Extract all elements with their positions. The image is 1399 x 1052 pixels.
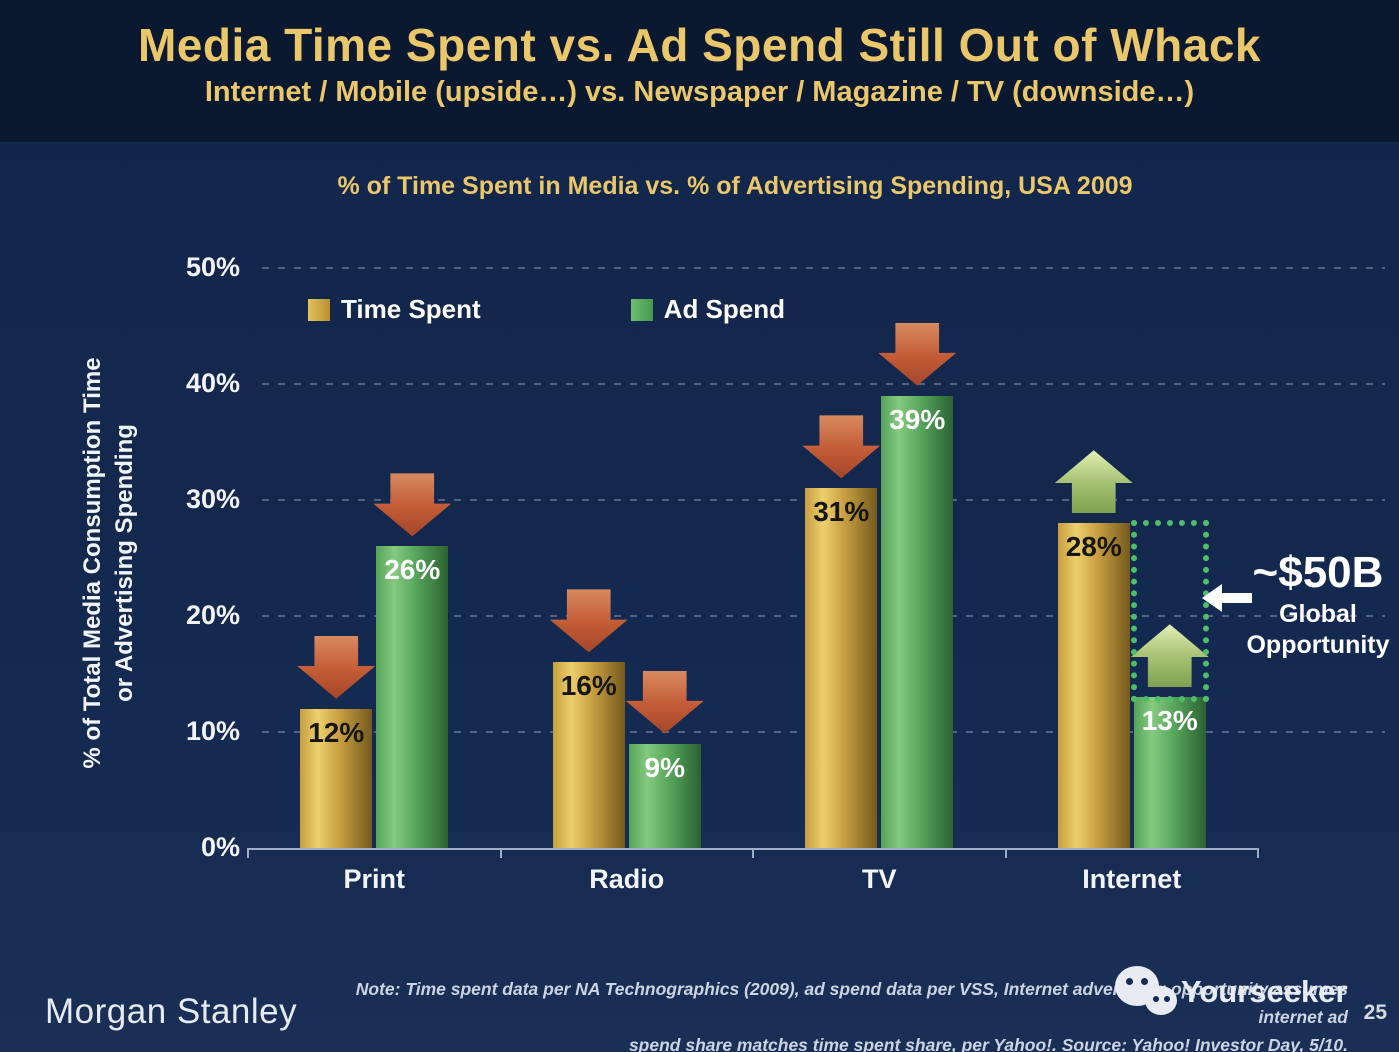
y-tick-label: 10% <box>185 716 240 746</box>
y-tick-label: 0% <box>200 832 240 862</box>
down-arrow-icon <box>625 670 704 734</box>
bar-value-label: 28% <box>1065 531 1122 563</box>
chart-legend: Time Spent Ad Spend <box>308 294 785 325</box>
opportunity-annotation: ~$50B Global Opportunity <box>1238 548 1398 660</box>
legend-item-time-spent: Time Spent <box>308 294 481 325</box>
bar-value-label: 26% <box>384 554 441 586</box>
x-axis-tick <box>1004 848 1007 858</box>
bar-value-label: 16% <box>560 670 617 702</box>
down-arrow-icon <box>373 473 452 537</box>
morgan-stanley-logo: Morgan Stanley <box>45 992 298 1031</box>
x-axis-tick <box>499 848 502 858</box>
bar-internet-ad-spend <box>1133 697 1206 848</box>
source-note-line1: Note: Time spent data per NA Technograph… <box>355 979 1348 1027</box>
wechat-icon-small-bubble <box>1145 986 1177 1015</box>
gridline-50% <box>262 267 1385 269</box>
bar-radio-time-spent <box>552 662 625 848</box>
bar-radio-ad-spend <box>628 743 701 848</box>
source-note: Note: Time spent data per NA Technograph… <box>300 975 1348 1052</box>
slide-header: Media Time Spent vs. Ad Spend Still Out … <box>0 0 1399 142</box>
down-arrow-icon <box>802 415 881 479</box>
bar-value-label: 9% <box>644 751 685 783</box>
legend-swatch-ad-spend <box>630 298 653 321</box>
bar-value-label: 12% <box>308 716 365 748</box>
x-axis-tick <box>1257 848 1259 858</box>
source-note-line2: spend share matches time spent share, pe… <box>628 1035 1348 1052</box>
x-axis-tick <box>247 848 249 858</box>
category-label-print: Print <box>343 864 405 894</box>
x-axis-tick <box>752 848 754 858</box>
category-label-internet: Internet <box>1082 864 1182 894</box>
opportunity-value: ~$50B <box>1252 548 1384 597</box>
category-label-tv: TV <box>861 864 897 894</box>
legend-swatch-time-spent <box>308 298 330 321</box>
y-tick-label: 50% <box>185 252 240 282</box>
slide-title: Media Time Spent vs. Ad Spend Still Out … <box>137 19 1262 71</box>
opportunity-label-line2: Opportunity <box>1246 631 1390 659</box>
y-tick-label: 20% <box>185 600 240 630</box>
slide-subtitle: Internet / Mobile (upside…) vs. Newspape… <box>204 76 1195 108</box>
bar-print-ad-spend <box>376 546 449 848</box>
bar-internet-time-spent <box>1057 523 1130 848</box>
legend-label-time-spent: Time Spent <box>341 294 481 324</box>
up-arrow-icon <box>1054 450 1133 514</box>
category-label-radio: Radio <box>589 864 665 894</box>
down-arrow-icon <box>297 635 376 699</box>
bar-value-label: 13% <box>1141 705 1198 737</box>
page-number: 25 <box>1363 1001 1387 1024</box>
gridline-40% <box>262 383 1385 385</box>
watermark: Yourseeker <box>1115 962 1348 1024</box>
bar-tv-time-spent <box>805 488 878 848</box>
legend-label-ad-spend: Ad Spend <box>663 294 786 324</box>
bar-print-time-spent <box>300 708 373 848</box>
down-arrow-icon <box>549 589 628 653</box>
watermark-text: Yourseeker <box>1181 974 1348 1009</box>
bar-value-label: 39% <box>889 403 946 435</box>
opportunity-dotted-box <box>1130 520 1209 703</box>
bar-tv-ad-spend <box>881 395 954 848</box>
y-tick-label: 30% <box>185 484 240 514</box>
opportunity-label-line1: Global <box>1279 600 1357 628</box>
bar-value-label: 31% <box>813 496 870 528</box>
down-arrow-icon <box>878 322 957 386</box>
y-tick-label: 40% <box>185 368 240 398</box>
chart-title: % of Time Spent in Media vs. % of Advert… <box>337 172 1133 200</box>
legend-item-ad-spend: Ad Spend <box>630 294 786 325</box>
